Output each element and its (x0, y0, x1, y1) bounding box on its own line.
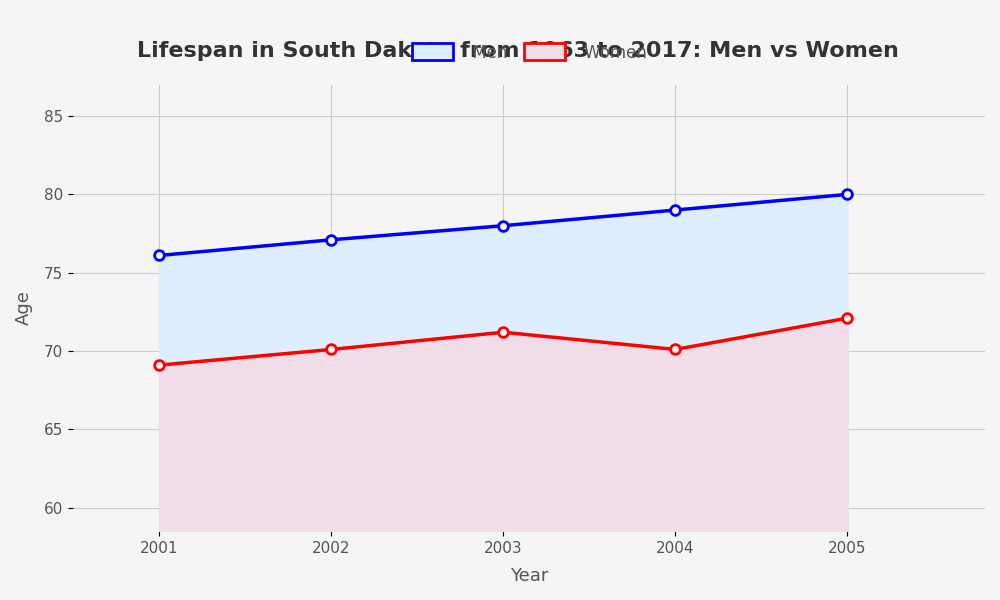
X-axis label: Year: Year (510, 567, 548, 585)
Text: Lifespan in South Dakota from 1963 to 2017: Men vs Women: Lifespan in South Dakota from 1963 to 20… (137, 41, 899, 61)
Y-axis label: Age: Age (15, 290, 33, 325)
Legend:  Men,  Women: Men, Women (403, 35, 655, 70)
